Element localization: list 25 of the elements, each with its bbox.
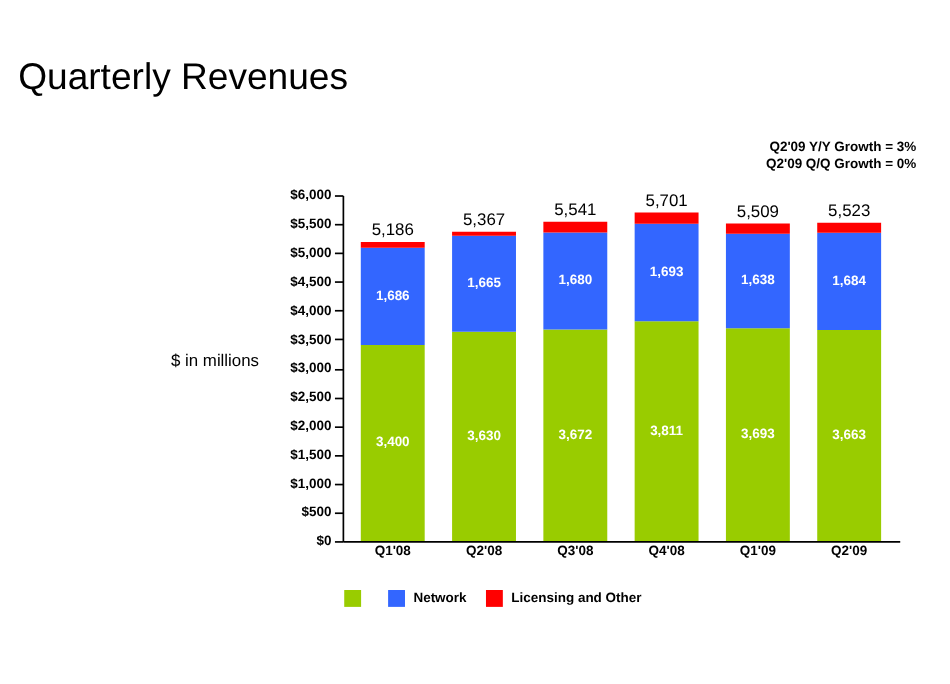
- total-label: 5,701: [645, 189, 689, 210]
- chart-title: Quarterly Revenues: [18, 54, 349, 97]
- bar: [725, 328, 790, 542]
- total-label: 5,523: [828, 199, 871, 220]
- bar: [360, 345, 425, 542]
- total-label: 5,509: [736, 200, 780, 221]
- bar: [817, 222, 882, 233]
- bar: [634, 212, 699, 224]
- total-label: 5,186: [371, 219, 415, 240]
- bar: [360, 247, 425, 346]
- bar: [817, 232, 882, 330]
- total-label: 5,367: [462, 208, 506, 229]
- bar: [543, 221, 608, 233]
- bar: [634, 321, 699, 542]
- bar: [817, 329, 882, 542]
- total-label: 5,541: [554, 198, 598, 219]
- bar: [360, 242, 425, 248]
- bar: [543, 329, 608, 542]
- bar: [543, 232, 608, 330]
- bar: [452, 331, 516, 542]
- y-axis-title: $ in millions: [171, 349, 260, 370]
- bar: [452, 235, 516, 332]
- bar: [725, 223, 790, 234]
- bar: [725, 233, 790, 329]
- bar: [634, 223, 699, 322]
